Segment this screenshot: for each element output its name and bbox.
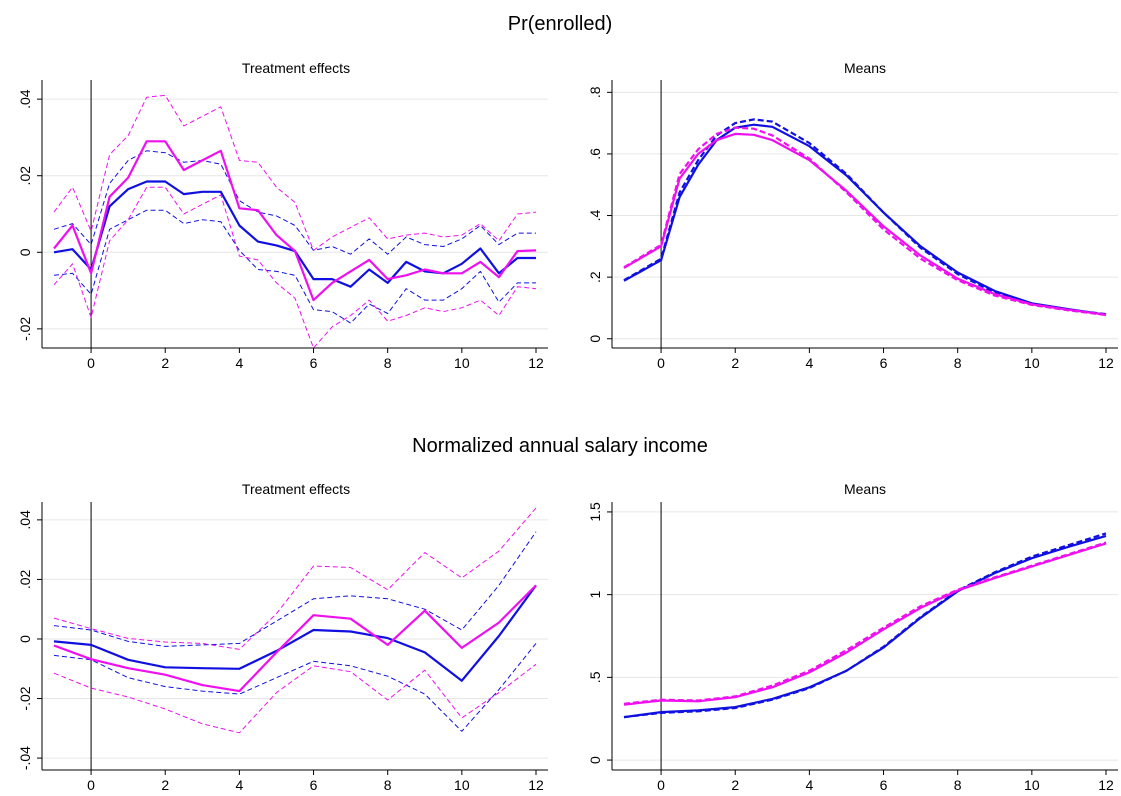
x-tick-label: 10 [454,777,470,793]
x-tick-label: 12 [528,355,544,371]
y-tick-label: .5 [587,671,603,683]
x-tick-label: 8 [954,355,962,371]
x-tick-label: 6 [310,777,318,793]
series-line-blue-dashed [53,150,536,255]
series-line-blue-dashed [53,209,536,324]
panel-salary-means: Means 0 .5 1 1.5 0 2 4 6 8 10 12 [587,481,1118,793]
series-line-blue-solid [623,123,1107,316]
series-line-magenta-dashed [623,541,1107,705]
y-tick-label: .8 [587,86,603,98]
series-line-blue-solid [623,534,1107,719]
x-tick-label: 8 [384,355,392,371]
series-line-magenta-dashed [623,126,1107,317]
y-tick-label: 0 [587,756,603,764]
x-tick-label: 2 [161,355,169,371]
panel-title: Means [844,60,886,76]
x-tick-label: 0 [87,355,95,371]
row-title-salary: Normalized annual salary income [412,435,708,457]
x-tick-label: 4 [805,777,813,793]
y-tick-label: 1.5 [587,502,603,522]
x-tick-label: 2 [731,355,739,371]
series-line-blue-solid [53,584,537,682]
y-tick-label: .6 [587,148,603,160]
series-line-blue-dashed [623,118,1107,316]
x-tick-label: 0 [87,777,95,793]
y-tick-label: .02 [17,569,33,589]
series-line-blue-dashed [53,531,537,647]
series-line-magenta-solid [53,140,537,302]
x-tick-label: 2 [161,777,169,793]
y-tick-label: 0 [17,248,33,256]
panel-title: Means [844,481,886,497]
series-line-magenta-dashed [53,186,537,349]
x-tick-label: 10 [454,355,470,371]
panel-enrolled-effects: Treatment effects -.02 0 .02 .04 0 2 4 6 8 10 12 [17,60,548,371]
row-title-enrolled: Pr(enrolled) [508,13,612,35]
x-tick-label: 2 [731,777,739,793]
series-line-magenta-dashed [53,507,537,650]
y-tick-label: 0 [587,335,603,343]
x-tick-label: 6 [310,355,318,371]
series-line-magenta-solid [623,542,1107,706]
y-tick-label: .04 [17,89,33,109]
x-tick-label: 12 [528,777,544,793]
y-tick-label: 0 [17,635,33,643]
y-tick-label: -.02 [17,686,33,710]
series-line-magenta-solid [53,584,537,693]
x-tick-label: 0 [657,777,665,793]
x-tick-label: 0 [657,355,665,371]
x-tick-label: 10 [1024,777,1040,793]
x-tick-label: 8 [954,777,962,793]
series-line-magenta-dashed [53,663,537,734]
panel-salary-effects: Treatment effects -.04 -.02 0 .02 .04 0 2 4 6 8 10… [17,481,548,793]
x-tick-label: 12 [1098,777,1114,793]
series-line-magenta-dashed [53,94,537,251]
y-tick-label: 1 [587,591,603,599]
x-tick-label: 8 [384,777,392,793]
y-tick-label: -.02 [17,317,33,341]
y-tick-label: .04 [17,510,33,530]
x-tick-label: 10 [1024,355,1040,371]
series-line-magenta-solid [623,132,1107,316]
y-tick-label: .02 [17,166,33,186]
y-tick-label: -.04 [17,746,33,770]
y-tick-label: .2 [587,271,603,283]
panel-enrolled-means: Means 0 .2 .4 .6 .8 0 2 4 6 8 10 12 [587,60,1118,371]
x-tick-label: 6 [880,777,888,793]
panel-title: Treatment effects [242,60,350,76]
series-line-blue-dashed [53,643,537,732]
x-tick-label: 4 [235,355,243,371]
x-tick-label: 4 [235,777,243,793]
series-line-blue-dashed [623,532,1107,719]
x-tick-label: 6 [880,355,888,371]
x-tick-label: 12 [1098,355,1114,371]
y-tick-label: .4 [587,209,603,221]
panel-title: Treatment effects [242,481,350,497]
x-tick-label: 4 [805,355,813,371]
